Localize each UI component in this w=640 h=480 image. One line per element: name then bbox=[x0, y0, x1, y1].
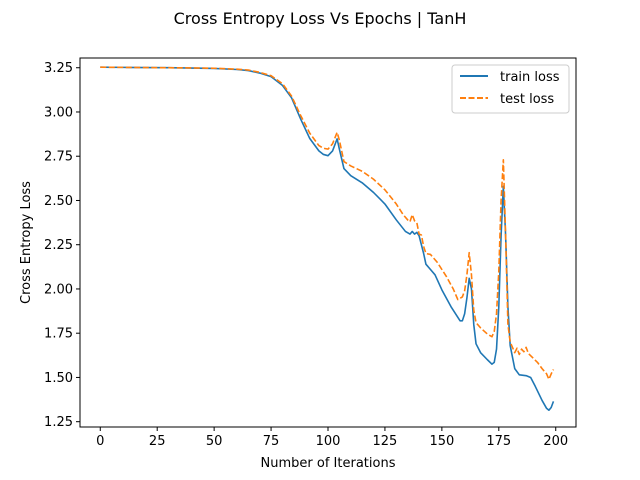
series-line-test-loss bbox=[100, 66, 555, 381]
y-tick-label: 2.75 bbox=[44, 150, 73, 165]
y-axis-label: Cross Entropy Loss bbox=[19, 181, 34, 304]
y-tick-label: 2.25 bbox=[44, 238, 73, 253]
x-tick-label: 100 bbox=[316, 434, 341, 449]
y-tick-label: 3.00 bbox=[44, 105, 73, 120]
x-tick-label: 175 bbox=[486, 434, 511, 449]
y-tick-label: 1.50 bbox=[44, 371, 73, 386]
legend-test-loss-label: test loss bbox=[500, 92, 554, 107]
legend-train-loss-label: train loss bbox=[500, 70, 560, 85]
series-layer bbox=[100, 66, 555, 411]
y-axis-ticks: 1.25 1.50 1.75 2.00 2.25 2.50 2.75 3.00 3.25 bbox=[44, 61, 80, 430]
x-tick-label: 0 bbox=[96, 434, 104, 449]
x-axis-ticks: 0 25 50 75 100 125 150 175 200 bbox=[96, 427, 568, 449]
x-axis-label: Number of Iterations bbox=[261, 456, 396, 471]
chart-title: Cross Entropy Loss Vs Epochs | TanH bbox=[174, 9, 467, 28]
x-tick-label: 150 bbox=[429, 434, 454, 449]
y-tick-label: 1.75 bbox=[44, 327, 73, 342]
x-tick-label: 125 bbox=[373, 434, 398, 449]
plot-frame bbox=[79, 57, 577, 428]
y-tick-label: 1.25 bbox=[44, 415, 73, 430]
x-tick-label: 50 bbox=[206, 434, 223, 449]
x-tick-label: 75 bbox=[263, 434, 280, 449]
x-tick-label: 200 bbox=[543, 434, 568, 449]
x-tick-label: 25 bbox=[149, 434, 166, 449]
y-tick-label: 2.00 bbox=[44, 282, 73, 297]
legend: train loss test loss bbox=[451, 64, 570, 114]
y-tick-label: 2.50 bbox=[44, 194, 73, 209]
y-tick-label: 3.25 bbox=[44, 61, 73, 76]
plot-area bbox=[80, 58, 576, 427]
